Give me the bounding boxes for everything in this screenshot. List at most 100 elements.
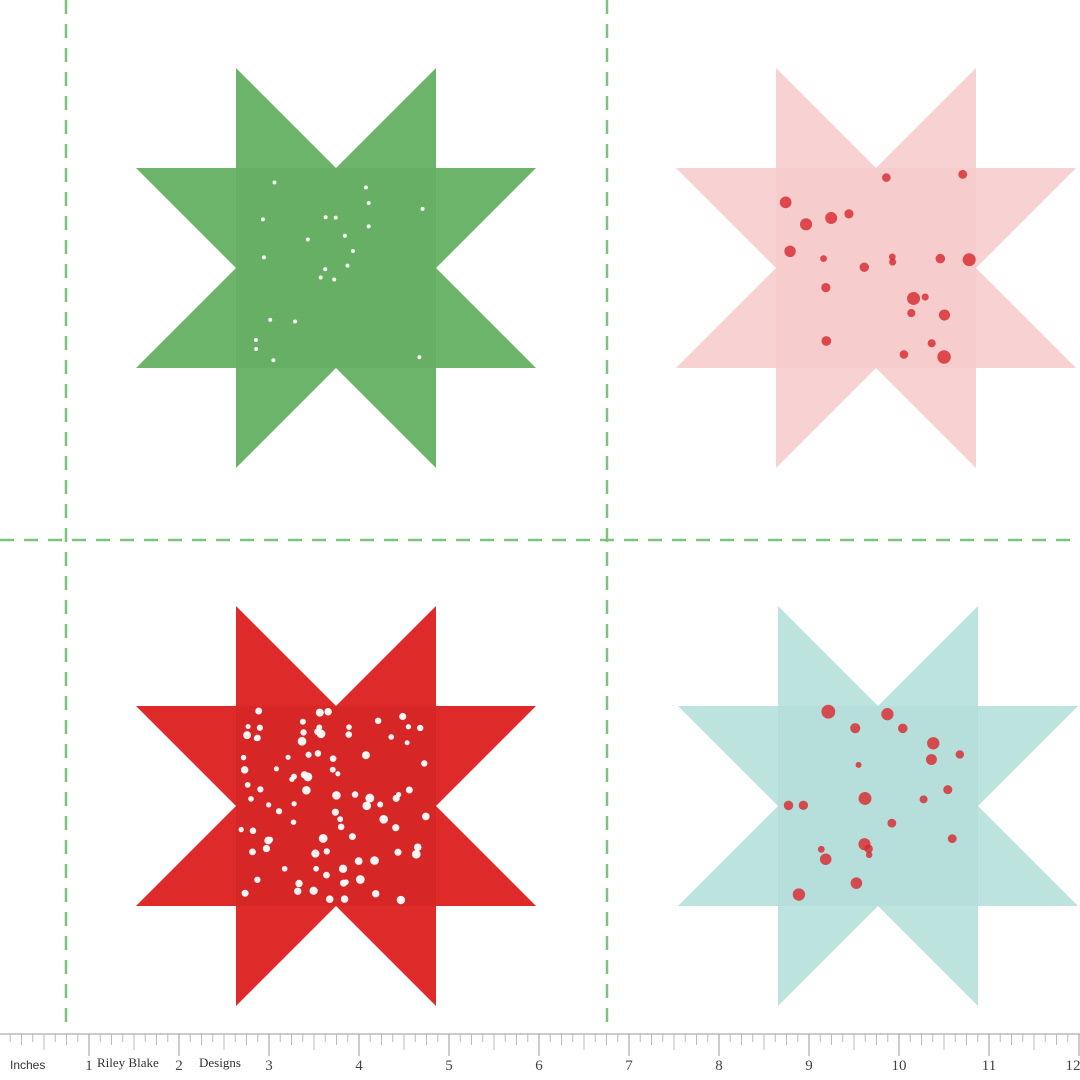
red-star-motif-dot xyxy=(253,735,260,742)
green-star-motif-dot xyxy=(333,215,338,220)
green-star-motif-dot xyxy=(350,249,355,254)
aqua-star-motif-dot xyxy=(792,888,806,901)
green-star-motif-dot xyxy=(254,346,259,351)
red-star-motif-dot xyxy=(404,740,410,746)
pink-star-center-block xyxy=(776,168,976,368)
red-star-motif-dot xyxy=(324,707,332,716)
red-star-motif-dot xyxy=(257,786,264,793)
red-star-motif-dot xyxy=(338,864,348,874)
red-star-motif-dot xyxy=(416,724,424,732)
pink-star-motif-dot xyxy=(882,173,891,182)
ruler-inch-label: 7 xyxy=(625,1058,633,1074)
red-star-motif-dot xyxy=(343,879,349,885)
red-star-motif-dot xyxy=(348,833,356,841)
red-star-motif-dot xyxy=(240,754,247,761)
aqua-star-motif-dot xyxy=(819,853,832,865)
brand-name-2: Designs xyxy=(199,1055,241,1070)
red-star-motif-dot xyxy=(240,766,249,774)
pink-star-motif-dot xyxy=(938,309,951,321)
green-star-motif-dot xyxy=(260,217,265,222)
aqua-star-motif-dot xyxy=(881,708,894,721)
red-star-motif-dot xyxy=(275,808,283,815)
ruler-inch-label: 9 xyxy=(805,1058,813,1074)
green-star-motif-dot xyxy=(420,206,425,211)
aqua-star-motif-dot xyxy=(858,838,871,851)
red-star-motif-dot xyxy=(285,754,291,760)
ruler-inch-label: 5 xyxy=(445,1058,453,1074)
green-star-motif-dot xyxy=(305,237,310,242)
red-star-motif-dot xyxy=(244,782,251,788)
pink-star-motif-dot xyxy=(958,169,968,179)
pink-star-motif-dot xyxy=(927,339,936,348)
red-star-motif-dot xyxy=(273,766,279,772)
red-star-motif-dot xyxy=(313,865,319,872)
red-star-motif-dot xyxy=(365,793,375,803)
red-star-motif-dot xyxy=(329,755,337,762)
aqua-star-motif-dot xyxy=(925,754,937,766)
red-star-motif-dot xyxy=(399,712,407,721)
pink-star-motif-dot xyxy=(821,282,831,293)
red-star-motif-dot xyxy=(422,812,430,821)
green-star-motif-dot xyxy=(345,263,350,268)
red-star-motif-dot xyxy=(374,717,382,725)
red-star-motif-dot xyxy=(297,736,307,746)
aqua-star-motif-dot xyxy=(897,723,908,734)
ruler-inch-label: 6 xyxy=(535,1058,543,1074)
red-star-motif-dot xyxy=(354,857,363,866)
green-star-motif-dot xyxy=(366,224,371,229)
red-star-motif-dot xyxy=(316,724,323,731)
red-star-motif-dot xyxy=(396,895,406,905)
red-star-motif-dot xyxy=(388,734,395,740)
green-star-motif-dot xyxy=(417,355,422,360)
red-star-motif-dot xyxy=(318,833,328,843)
green-star-motif-dot xyxy=(293,319,298,324)
red-star-motif-dot xyxy=(371,889,380,898)
red-star-motif-dot xyxy=(377,801,384,808)
green-star-motif-dot xyxy=(323,215,328,220)
green-star-motif-dot xyxy=(342,233,347,238)
red-star-motif-dot xyxy=(264,836,273,845)
red-star-motif-dot xyxy=(316,729,326,739)
red-star-motif-dot xyxy=(300,729,307,736)
green-star-motif-dot xyxy=(253,337,258,342)
green-star-motif-dot xyxy=(261,255,266,260)
pink-star-motif-dot xyxy=(888,253,896,261)
pink-star-motif-dot xyxy=(907,291,921,305)
brand-name-1: Riley Blake xyxy=(97,1055,159,1070)
red-star-motif-dot xyxy=(335,771,341,777)
red-star-motif-dot xyxy=(309,886,318,895)
red-star-motif-dot xyxy=(294,887,302,895)
red-star-motif-dot xyxy=(245,723,251,730)
pink-star-motif-dot xyxy=(859,262,870,272)
red-star-motif-dot xyxy=(290,819,297,825)
aqua-star-motif-dot xyxy=(943,785,953,795)
red-star-motif-dot xyxy=(340,895,349,903)
green-star-motif-dot xyxy=(332,277,337,282)
pink-star-motif-dot xyxy=(889,258,897,266)
aqua-star-motif-dot xyxy=(887,818,897,828)
aqua-star-motif-dot xyxy=(798,800,809,810)
aqua-star-motif-dot xyxy=(850,723,861,734)
red-star-motif-dot xyxy=(392,824,400,832)
red-star-motif-dot xyxy=(295,879,303,888)
red-star-motif-dot xyxy=(331,808,339,816)
ruler-unit-label: Inches xyxy=(10,1058,46,1072)
red-star-motif-dot xyxy=(281,865,288,872)
aqua-star-motif-dot xyxy=(817,845,825,853)
pink-star-motif-dot xyxy=(899,350,909,359)
red-star-motif-dot xyxy=(323,848,330,855)
green-star xyxy=(136,68,536,468)
red-star-motif-dot xyxy=(305,751,312,758)
red-star-motif-dot xyxy=(291,773,297,780)
red-star-motif-dot xyxy=(332,791,341,800)
pink-star-motif-dot xyxy=(935,253,946,264)
pink-star-motif-dot xyxy=(821,336,832,346)
red-star-motif-dot xyxy=(355,875,365,884)
red-star-motif-dot xyxy=(303,772,313,782)
red-star-motif-dot xyxy=(266,802,272,808)
red-star-motif-dot xyxy=(345,731,353,738)
red-star-motif-dot xyxy=(337,816,344,823)
red-star-motif-dot xyxy=(405,724,412,730)
red-star-motif-dot xyxy=(392,794,400,802)
red-star-motif-dot xyxy=(323,871,330,879)
